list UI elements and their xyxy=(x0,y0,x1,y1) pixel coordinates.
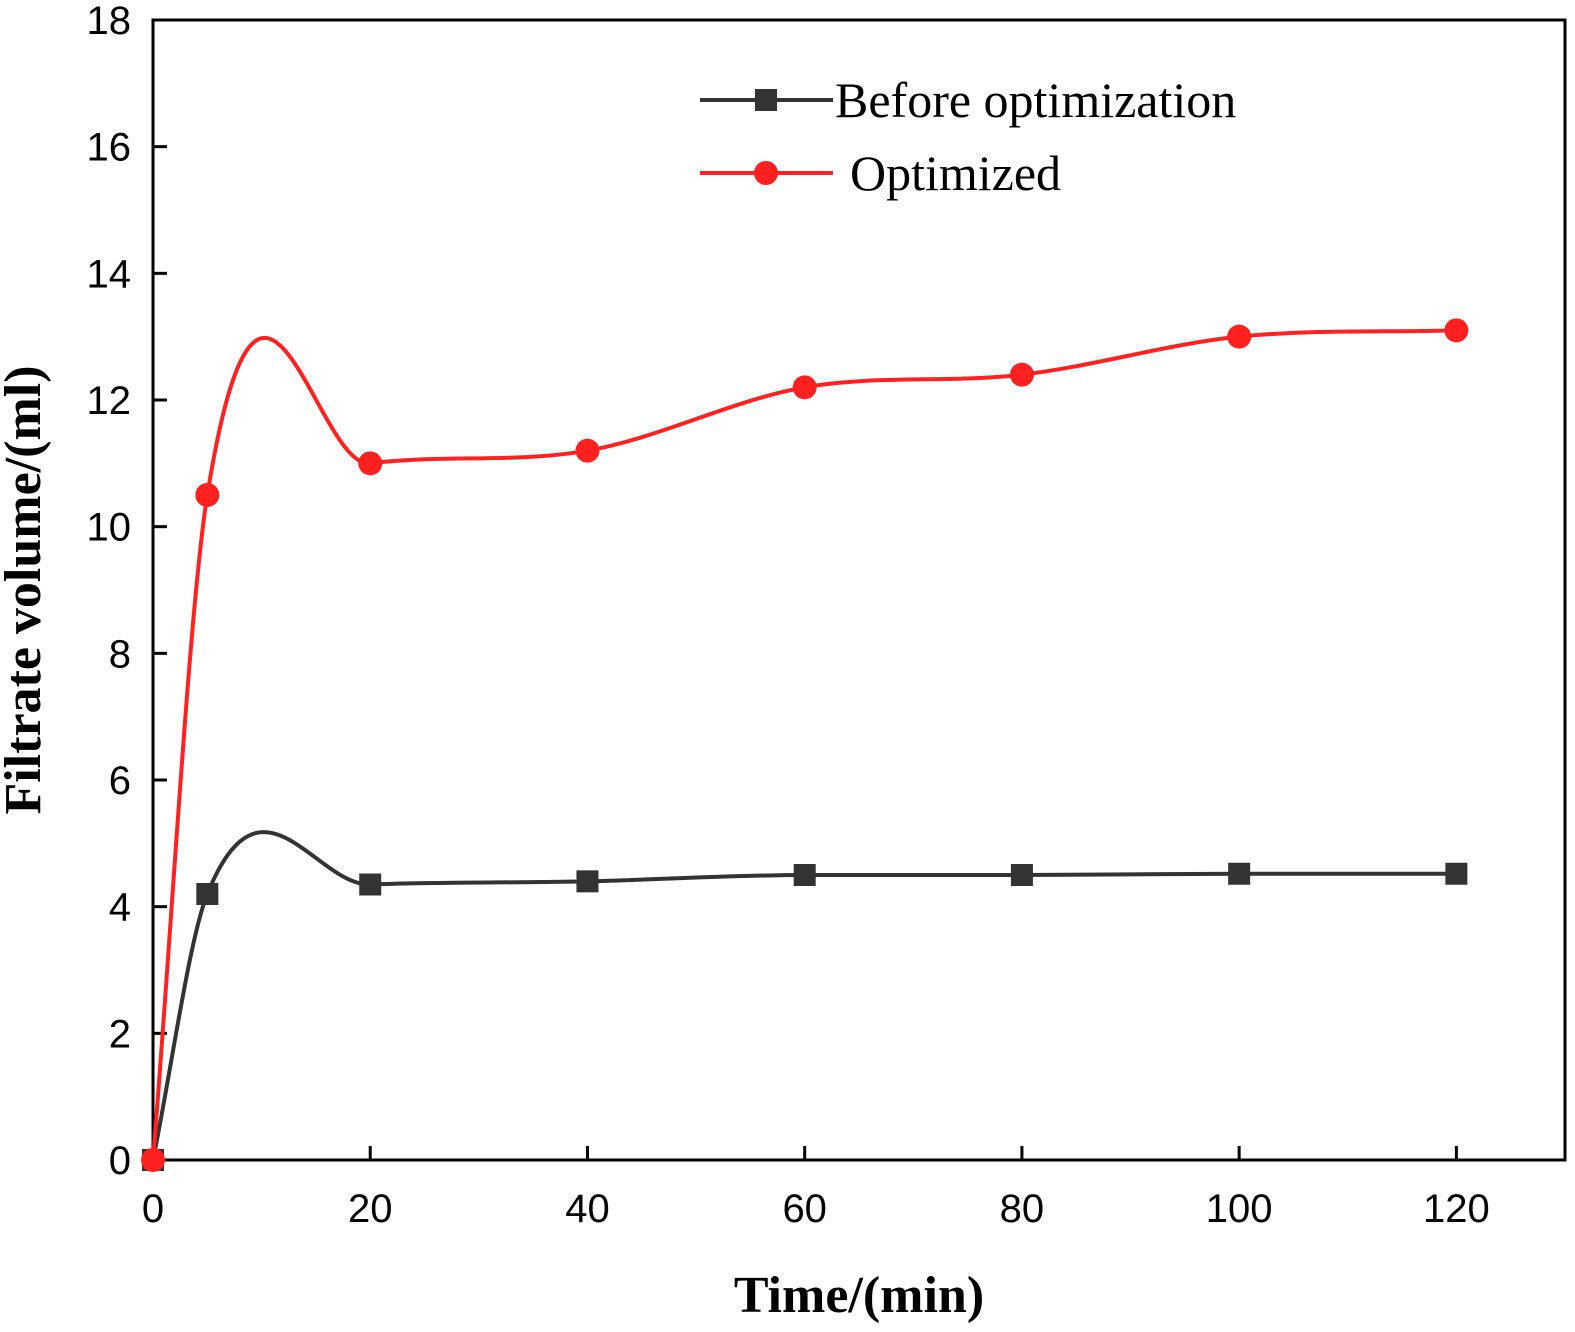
y-tick-label: 2 xyxy=(109,1012,131,1056)
x-tick-label: 0 xyxy=(142,1187,164,1231)
axis-ticks: 0 20 40 60 80 100 120 0 2 4 6 8 10 12 14 16 18 xyxy=(87,0,1490,1231)
data-point-optimized xyxy=(792,375,817,400)
series-line-optimized xyxy=(151,328,1457,1161)
legend: Before optimization Optimized xyxy=(700,72,1236,201)
y-tick-label: 14 xyxy=(87,252,132,296)
y-tick-label: 16 xyxy=(87,126,132,170)
x-tick-label: 40 xyxy=(565,1187,610,1231)
series-optimized xyxy=(141,318,1469,1172)
x-tick-label: 100 xyxy=(1206,1187,1273,1231)
data-point-before-optimization xyxy=(359,873,382,896)
y-tick-label: 10 xyxy=(87,506,132,550)
data-point-optimized xyxy=(141,1148,165,1172)
data-point-before-optimization xyxy=(576,870,599,893)
data-point-before-optimization xyxy=(1228,862,1251,885)
data-point-optimized xyxy=(575,438,600,463)
y-tick-label: 0 xyxy=(109,1139,131,1183)
data-point-optimized xyxy=(1444,318,1469,343)
legend-label-before-optimization: Before optimization xyxy=(835,72,1236,128)
data-point-optimized xyxy=(358,451,383,476)
y-tick-label: 8 xyxy=(109,632,131,676)
y-tick-label: 4 xyxy=(109,886,131,930)
x-axis-title: Time/(min) xyxy=(734,1267,984,1324)
y-tick-label: 12 xyxy=(87,379,132,423)
data-point-before-optimization xyxy=(196,883,219,905)
data-point-optimized xyxy=(195,483,220,507)
x-tick-label: 80 xyxy=(1000,1187,1045,1231)
data-point-before-optimization xyxy=(793,864,816,886)
legend-marker-optimized xyxy=(754,161,778,185)
y-tick-label: 18 xyxy=(87,0,132,43)
series-line-before-optimization xyxy=(151,830,1457,1161)
data-point-optimized xyxy=(1009,362,1034,387)
legend-label-optimized: Optimized xyxy=(850,145,1061,201)
x-tick-label: 120 xyxy=(1423,1187,1490,1231)
x-tick-label: 20 xyxy=(348,1187,393,1231)
y-tick-label: 6 xyxy=(109,759,131,803)
series-before-optimization xyxy=(142,830,1468,1171)
plot-frame xyxy=(151,18,1567,1162)
legend-marker-before-optimization xyxy=(755,89,777,111)
x-tick-label: 60 xyxy=(782,1187,827,1231)
data-point-before-optimization xyxy=(1445,862,1468,885)
y-axis-title: Filtrate volume/(ml) xyxy=(0,365,52,814)
data-point-optimized xyxy=(1227,324,1252,349)
data-point-before-optimization xyxy=(1010,864,1033,886)
series-layer xyxy=(141,318,1469,1172)
